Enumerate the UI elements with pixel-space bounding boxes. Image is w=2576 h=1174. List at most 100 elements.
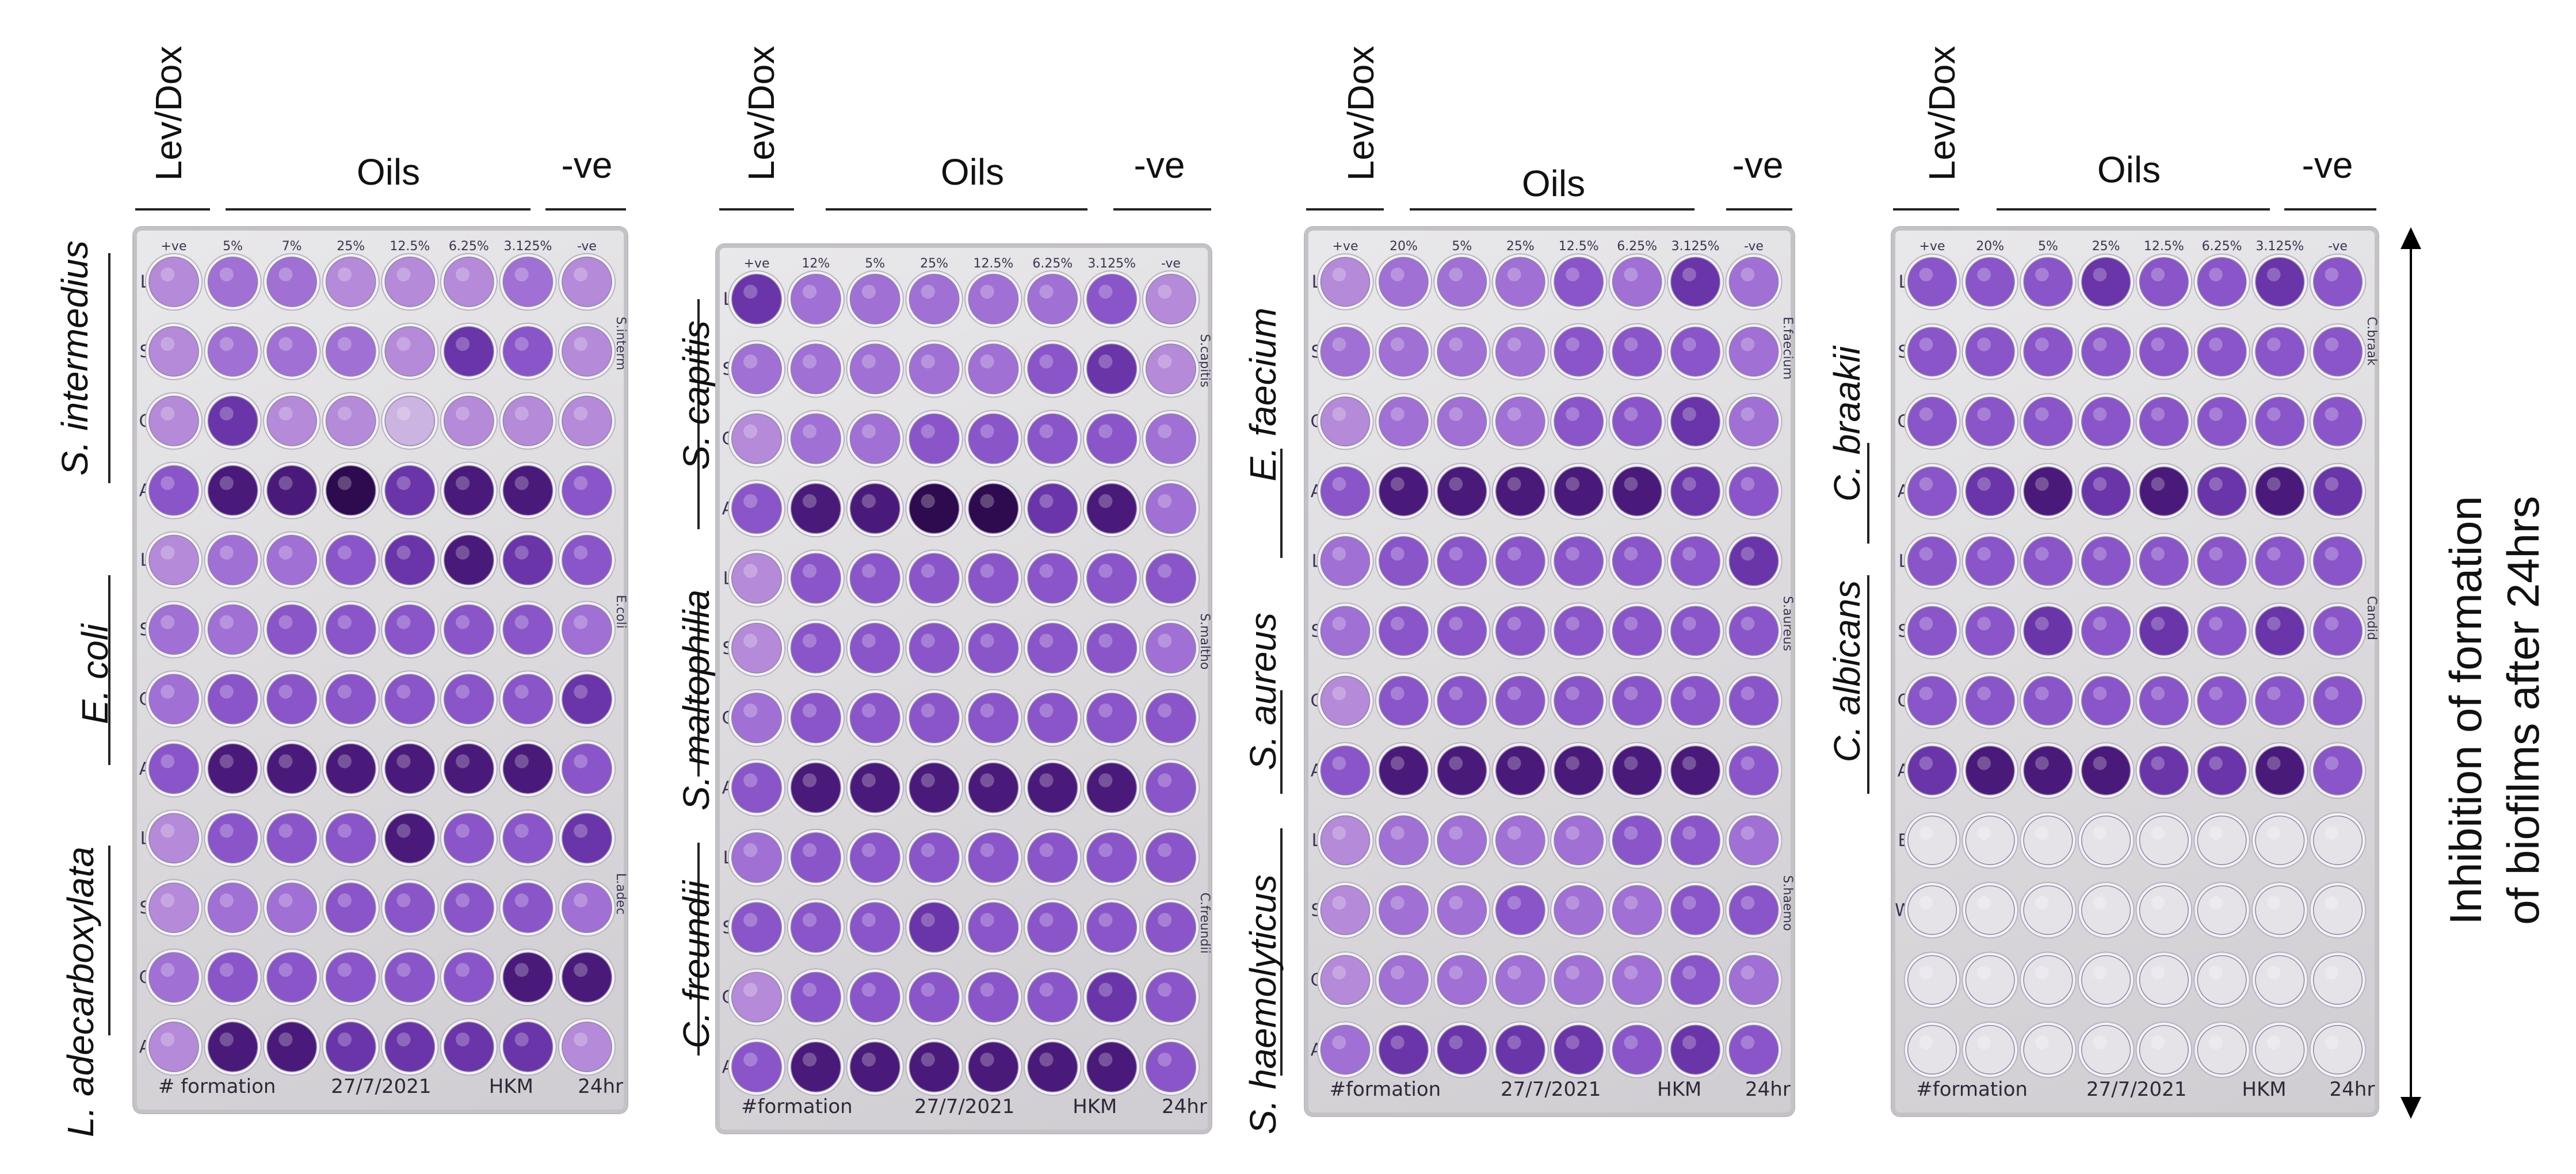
well-highlight — [861, 424, 876, 438]
oils-line — [826, 208, 1087, 211]
well — [1554, 745, 1604, 796]
well — [2255, 885, 2305, 935]
negative-label: -ve — [1134, 144, 1185, 186]
well-highlight — [1449, 546, 1463, 561]
well-highlight — [1977, 1035, 1991, 1050]
well-highlight — [2209, 756, 2223, 770]
well — [731, 832, 782, 883]
well-highlight — [2325, 337, 2339, 351]
well — [731, 1042, 782, 1092]
well — [1320, 815, 1371, 866]
well — [2139, 745, 2189, 796]
well-highlight — [1449, 617, 1463, 630]
well-highlight — [2266, 756, 2281, 770]
well-highlight — [1449, 267, 1463, 282]
well — [444, 534, 494, 586]
well — [1146, 1042, 1196, 1092]
well-highlight — [514, 267, 529, 282]
well — [2139, 815, 2189, 865]
well-highlight — [396, 545, 411, 560]
well-highlight — [1566, 826, 1579, 840]
well-highlight — [802, 424, 817, 438]
well — [1027, 622, 1078, 674]
well — [2023, 606, 2073, 656]
negative-line — [545, 208, 626, 211]
well — [2255, 955, 2305, 1005]
well — [1907, 885, 1957, 935]
column-label: 5% — [2038, 239, 2058, 254]
well-highlight — [743, 982, 758, 997]
well — [1437, 606, 1487, 656]
well-highlight — [1332, 1035, 1346, 1050]
well-highlight — [1449, 965, 1463, 980]
well-highlight — [921, 982, 935, 997]
lev-dox-line — [719, 208, 794, 211]
well — [562, 257, 612, 307]
plate-side-label: S.haemo — [1780, 875, 1794, 931]
plate-footer-text: 24hr — [2330, 1078, 2375, 1101]
well — [2255, 327, 2305, 377]
well — [1728, 675, 1779, 726]
well — [1495, 536, 1545, 586]
well-highlight — [278, 545, 293, 560]
species-label-top: S. intermedius — [54, 240, 96, 476]
well — [2197, 955, 2247, 1005]
well — [849, 902, 900, 953]
well-highlight — [514, 824, 529, 838]
well — [562, 1022, 612, 1072]
well — [731, 622, 782, 674]
well — [2023, 257, 2073, 307]
well-highlight — [161, 684, 175, 699]
species-label-top: E. faecium — [1242, 307, 1284, 481]
well-highlight — [278, 267, 293, 282]
well — [1670, 815, 1720, 866]
well-highlight — [1977, 477, 1991, 491]
well-highlight — [2151, 966, 2165, 980]
well-highlight — [802, 633, 817, 648]
well — [1612, 745, 1662, 796]
well — [1086, 274, 1138, 324]
well — [444, 326, 494, 377]
plate-footer-text: 27/7/2021 — [914, 1095, 1014, 1118]
column-label: 3.125% — [1671, 239, 1720, 254]
well — [1965, 327, 2015, 377]
well-highlight — [802, 913, 817, 927]
well — [2023, 396, 2073, 446]
well — [849, 832, 900, 883]
well — [1320, 606, 1371, 656]
well-highlight — [1098, 424, 1113, 438]
well-highlight — [1919, 546, 1933, 561]
well-highlight — [1741, 896, 1755, 910]
well — [1670, 396, 1720, 447]
well-highlight — [2325, 477, 2339, 491]
column-label: 3.125% — [503, 239, 552, 254]
well — [1027, 972, 1078, 1023]
well — [562, 326, 612, 377]
well — [1612, 675, 1662, 726]
plate-footer-text: 24hr — [1745, 1078, 1791, 1101]
well — [384, 674, 436, 725]
well — [1379, 885, 1429, 935]
plate-footer-text: 27/7/2021 — [2086, 1078, 2186, 1101]
well-highlight — [861, 913, 876, 927]
well-highlight — [2266, 896, 2281, 910]
side-title: Inhibition of formation of biofilms afte… — [2437, 423, 2563, 998]
well-highlight — [1158, 1052, 1172, 1067]
well-highlight — [161, 615, 175, 629]
well — [1379, 815, 1429, 866]
well-highlight — [802, 354, 817, 369]
well — [325, 534, 376, 586]
well — [731, 693, 782, 744]
well — [731, 274, 782, 324]
oils-line — [226, 208, 531, 211]
well — [1670, 745, 1720, 796]
well — [1379, 675, 1429, 726]
well — [1086, 902, 1138, 953]
well — [1907, 676, 1957, 726]
well-highlight — [2209, 617, 2223, 630]
well-highlight — [1919, 756, 1933, 770]
well-highlight — [921, 564, 935, 578]
well — [1379, 536, 1429, 586]
well-highlight — [1977, 756, 1991, 770]
well — [1554, 815, 1604, 866]
